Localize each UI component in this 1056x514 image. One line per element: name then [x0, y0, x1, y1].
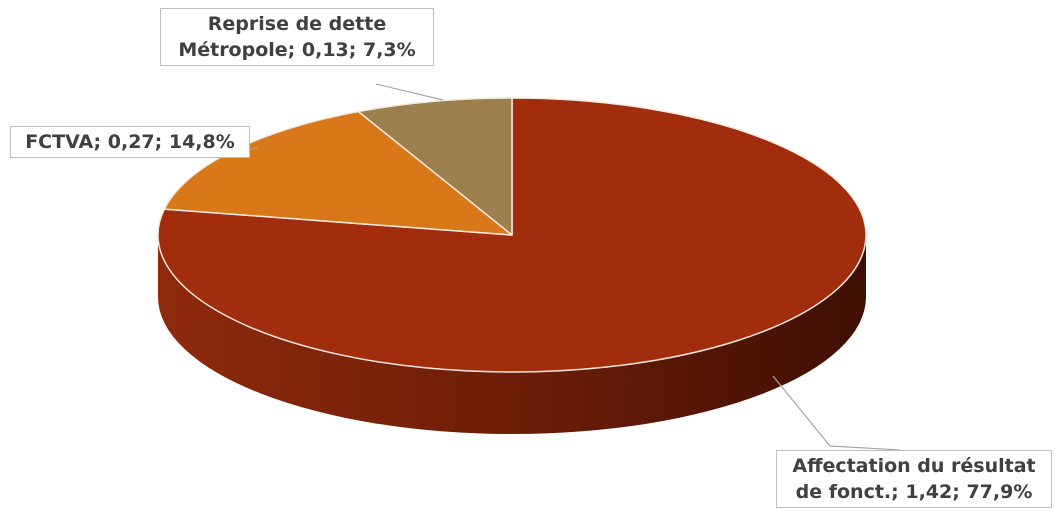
leader-line-affectation — [772, 375, 901, 451]
data-label-affectation: Affectation du résultat de fonct.; 1,42;… — [776, 450, 1052, 508]
pie-slices — [157, 97, 867, 373]
pie-slice-2 — [357, 97, 513, 236]
data-label-reprise: Reprise de dette Métropole; 0,13; 7,3% — [160, 8, 434, 66]
data-label-fctva: FCTVA; 0,27; 14,8% — [10, 126, 250, 158]
leader-lines — [249, 83, 901, 451]
leader-line-fctva — [249, 146, 259, 151]
leader-line-reprise — [375, 83, 444, 101]
pie-sides — [158, 235, 866, 434]
pie-side-0 — [158, 235, 866, 434]
